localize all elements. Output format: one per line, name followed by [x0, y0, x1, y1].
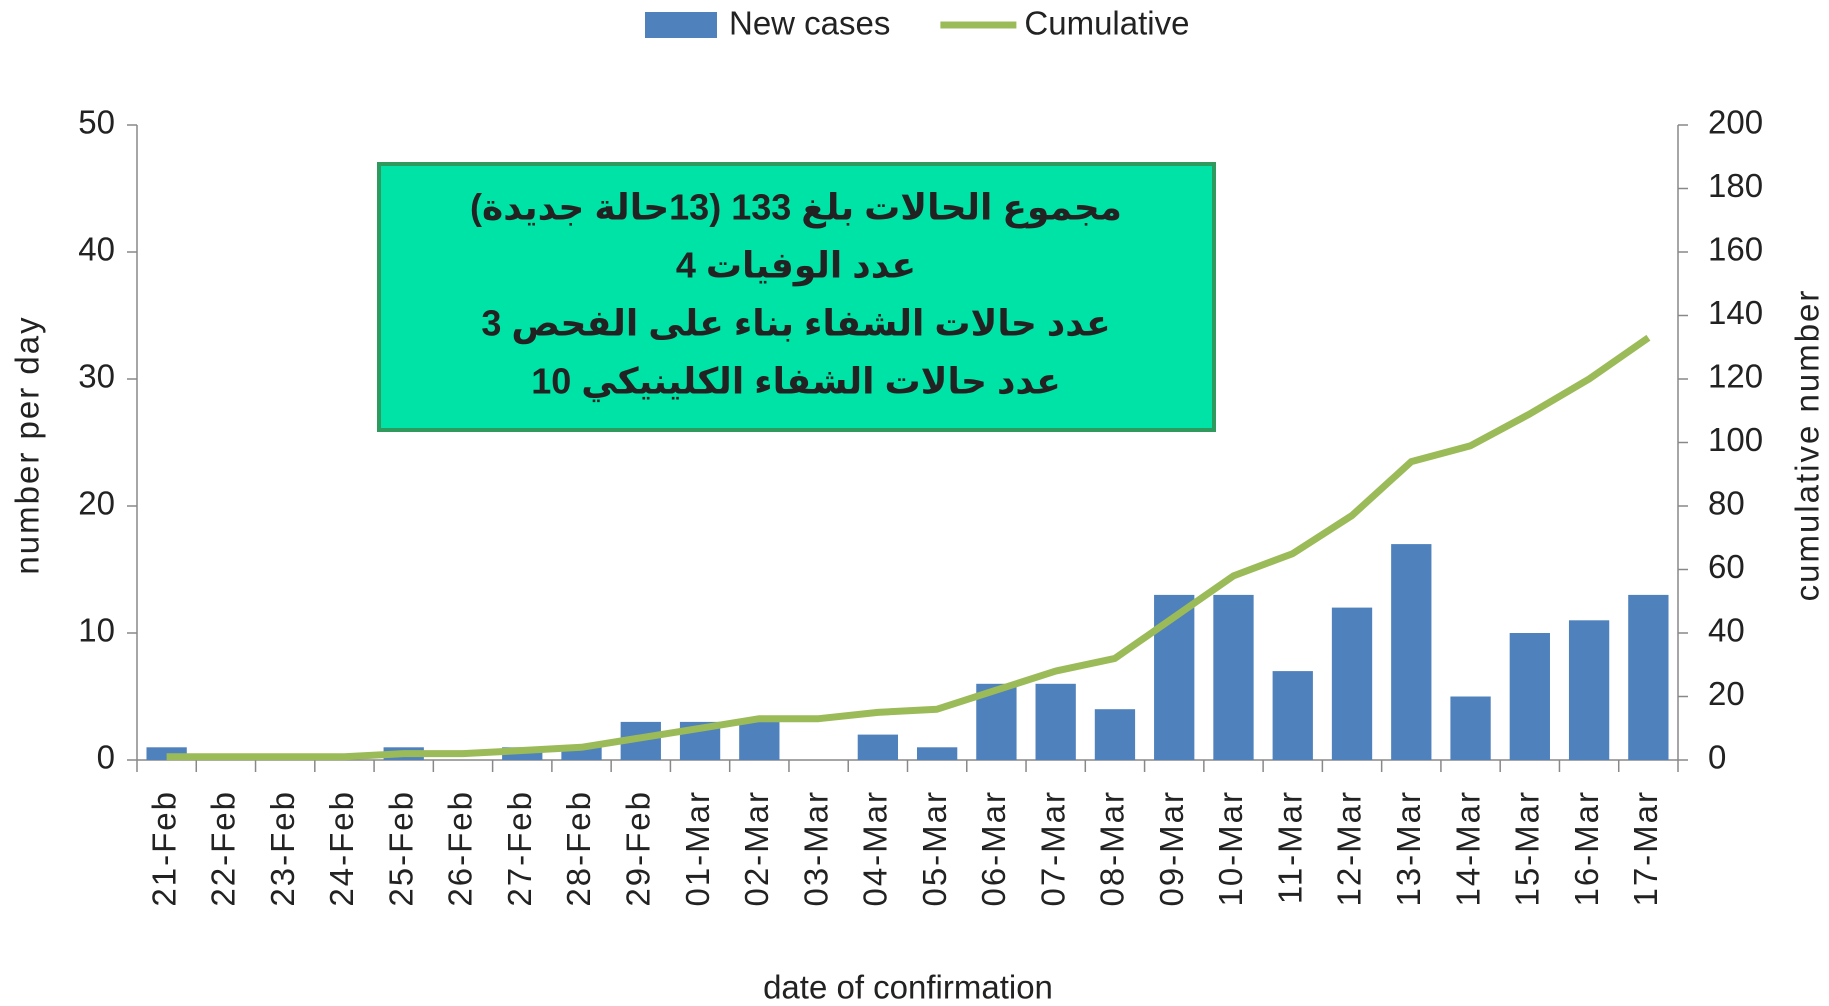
x-tick-label: 24-Feb [323, 790, 360, 907]
x-tick-label: 08-Mar [1094, 790, 1131, 907]
x-tick-label: 25-Feb [382, 790, 419, 907]
y-tick-label: 50 [78, 104, 115, 141]
bar [857, 734, 899, 760]
x-tick-label: 26-Feb [442, 790, 479, 907]
bar [1213, 594, 1254, 760]
legend-label: Cumulative [1024, 5, 1189, 42]
x-tick-label: 01-Mar [679, 790, 716, 907]
x-tick-label: 09-Mar [1153, 790, 1190, 907]
bar [1568, 620, 1610, 760]
x-tick-label: 23-Feb [264, 790, 301, 907]
annotation-line: عدد الوفيات 4 [676, 245, 916, 287]
x-tick-label: 12-Mar [1331, 790, 1368, 907]
y2-tick-label: 60 [1708, 548, 1745, 585]
x-tick-label: 04-Mar [857, 790, 894, 907]
x-tick-label: 29-Feb [620, 790, 657, 907]
x-tick-label: 10-Mar [1212, 790, 1249, 907]
y-axis-title: number per day [9, 315, 46, 574]
y2-tick-label: 180 [1708, 167, 1763, 204]
x-tick-label: 21-Feb [145, 790, 182, 907]
x-tick-label: 07-Mar [1034, 790, 1071, 907]
annotation-box [377, 162, 1216, 432]
y2-tick-label: 160 [1708, 231, 1763, 268]
y2-tick-label: 20 [1708, 675, 1745, 712]
x-tick-label: 05-Mar [916, 790, 953, 907]
y2-axis-title: cumulative number [1789, 289, 1826, 602]
bar [1035, 683, 1076, 760]
y2-tick-label: 140 [1708, 294, 1763, 331]
bar [1094, 709, 1136, 760]
y-tick-label: 0 [97, 739, 115, 776]
bar [739, 721, 780, 760]
x-tick-label: 22-Feb [205, 790, 242, 907]
x-tick-label: 14-Mar [1449, 790, 1486, 907]
bar [1272, 671, 1313, 760]
x-axis-title: date of confirmation [763, 969, 1053, 1006]
y2-tick-label: 200 [1708, 104, 1763, 141]
y2-tick-label: 0 [1708, 739, 1726, 776]
x-tick-label: 16-Mar [1568, 790, 1605, 907]
x-tick-label: 17-Mar [1627, 790, 1664, 907]
x-tick-label: 15-Mar [1509, 790, 1546, 907]
bar [1628, 594, 1669, 760]
y2-tick-label: 100 [1708, 421, 1763, 458]
legend-label: New cases [729, 5, 890, 42]
annotation-line: عدد حالات الشفاء بناء على الفحص 3 [481, 303, 1110, 345]
line [166, 334, 1651, 761]
x-tick-label: 06-Mar [975, 790, 1012, 907]
y2-tick-label: 40 [1708, 612, 1745, 649]
annotation-line: عدد حالات الشفاء الكلينيكي 10 [531, 361, 1061, 403]
x-tick-label: 13-Mar [1390, 790, 1427, 907]
y-tick-label: 10 [78, 612, 115, 649]
bar [1450, 696, 1491, 760]
bar [916, 747, 958, 760]
bar [1391, 544, 1432, 760]
legend-swatch [645, 12, 717, 38]
x-tick-label: 11-Mar [1271, 790, 1308, 904]
x-tick-label: 02-Mar [738, 790, 775, 907]
x-tick-label: 03-Mar [797, 790, 834, 907]
y-tick-label: 30 [78, 358, 115, 395]
x-tick-label: 28-Feb [560, 790, 597, 907]
annotation-line: مجموع الحالات بلغ 133 (13حالة جديدة) [470, 187, 1122, 229]
y-tick-label: 40 [78, 231, 115, 268]
x-tick-label: 27-Feb [501, 790, 538, 907]
y-tick-label: 20 [78, 485, 115, 522]
bar [1331, 607, 1373, 760]
y2-tick-label: 120 [1708, 358, 1763, 395]
y2-tick-label: 80 [1708, 485, 1745, 522]
bar [1509, 633, 1550, 760]
